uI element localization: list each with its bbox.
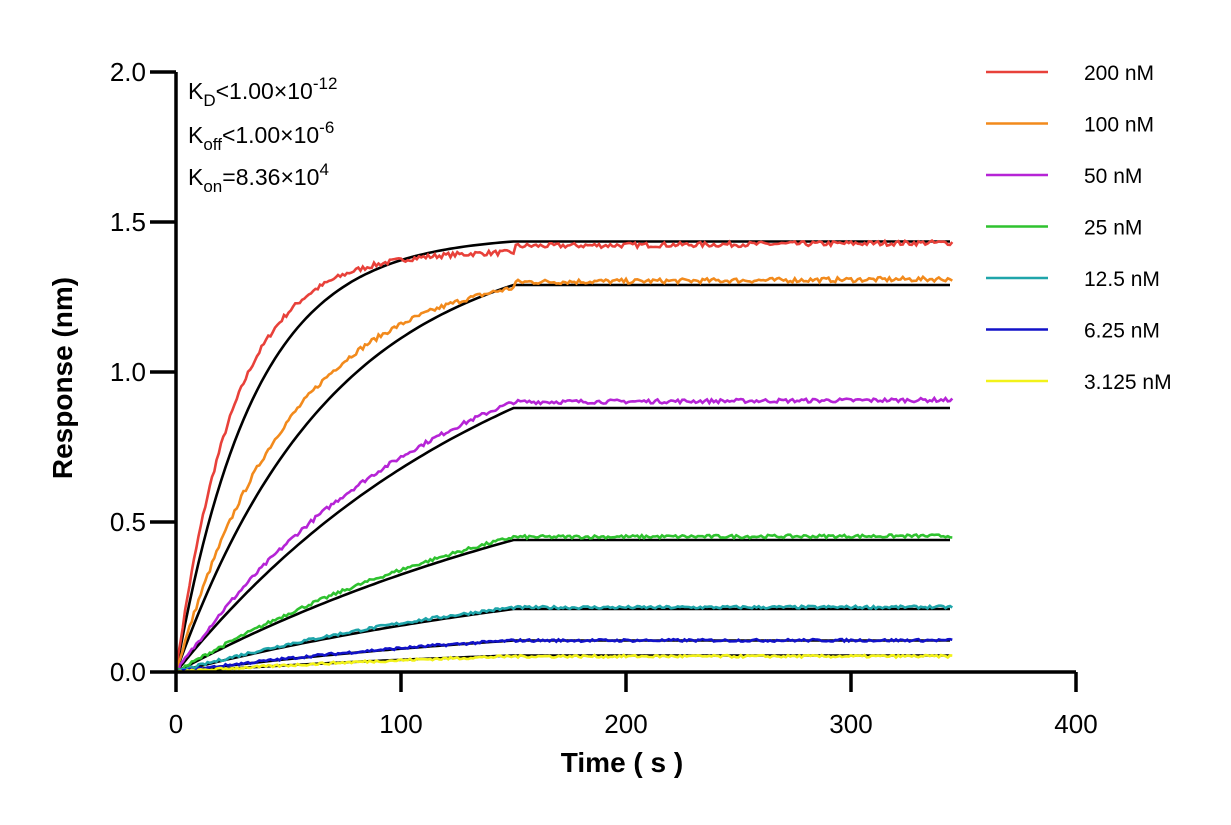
x-axis: 0 100 200 300 400 [169,670,1098,739]
x-tick-label: 400 [1054,709,1097,739]
response-curves [174,238,954,674]
y-axis-title: Response (nm) [47,277,78,479]
koff-annotation: Koff<1.00×10-6 [188,118,334,154]
kinetics-annotation: KD<1.00×10-12 Koff<1.00×10-6 Kon=8.36×10… [188,74,337,196]
legend-label: 6.25 nM [1084,320,1160,343]
series-line-3-125-nM [175,653,953,674]
series-line-200-nM [174,238,954,673]
y-tick-label: 2.0 [110,57,146,87]
y-tick-label: 1.0 [110,357,146,387]
series-line-12-5-nM [175,604,954,672]
series-line-50-nM [176,395,954,672]
y-tick-label: 0.5 [110,507,146,537]
fit-curve [175,538,950,674]
legend-label: 25 nM [1084,217,1142,240]
series-line-25-nM [174,533,953,673]
x-tick-label: 100 [379,709,422,739]
series-line-100-nM [174,274,953,673]
legend-label: 12.5 nM [1084,268,1160,291]
x-tick-label: 0 [169,709,183,739]
fit-curve [174,283,950,673]
kon-annotation: Kon=8.36×104 [188,160,329,196]
x-axis-title: Time ( s ) [561,747,683,778]
legend-label: 200 nM [1084,62,1154,85]
x-tick-label: 300 [829,709,872,739]
series-line-6-25-nM [175,637,953,674]
legend-label: 3.125 nM [1084,371,1172,394]
x-tick-label: 200 [604,709,647,739]
y-tick-label: 0.0 [110,657,146,687]
kd-annotation: KD<1.00×10-12 [188,74,337,110]
legend-label: 50 nM [1084,165,1142,188]
fit-curve [174,406,950,673]
legend: 200 nM 100 nM 50 nM 25 nM 12.5 nM 6.25 nM 3.12… [986,62,1172,394]
y-axis: 0.0 0.5 1.0 1.5 2.0 [110,57,178,687]
legend-label: 100 nM [1084,114,1154,137]
y-tick-label: 1.5 [110,207,146,237]
